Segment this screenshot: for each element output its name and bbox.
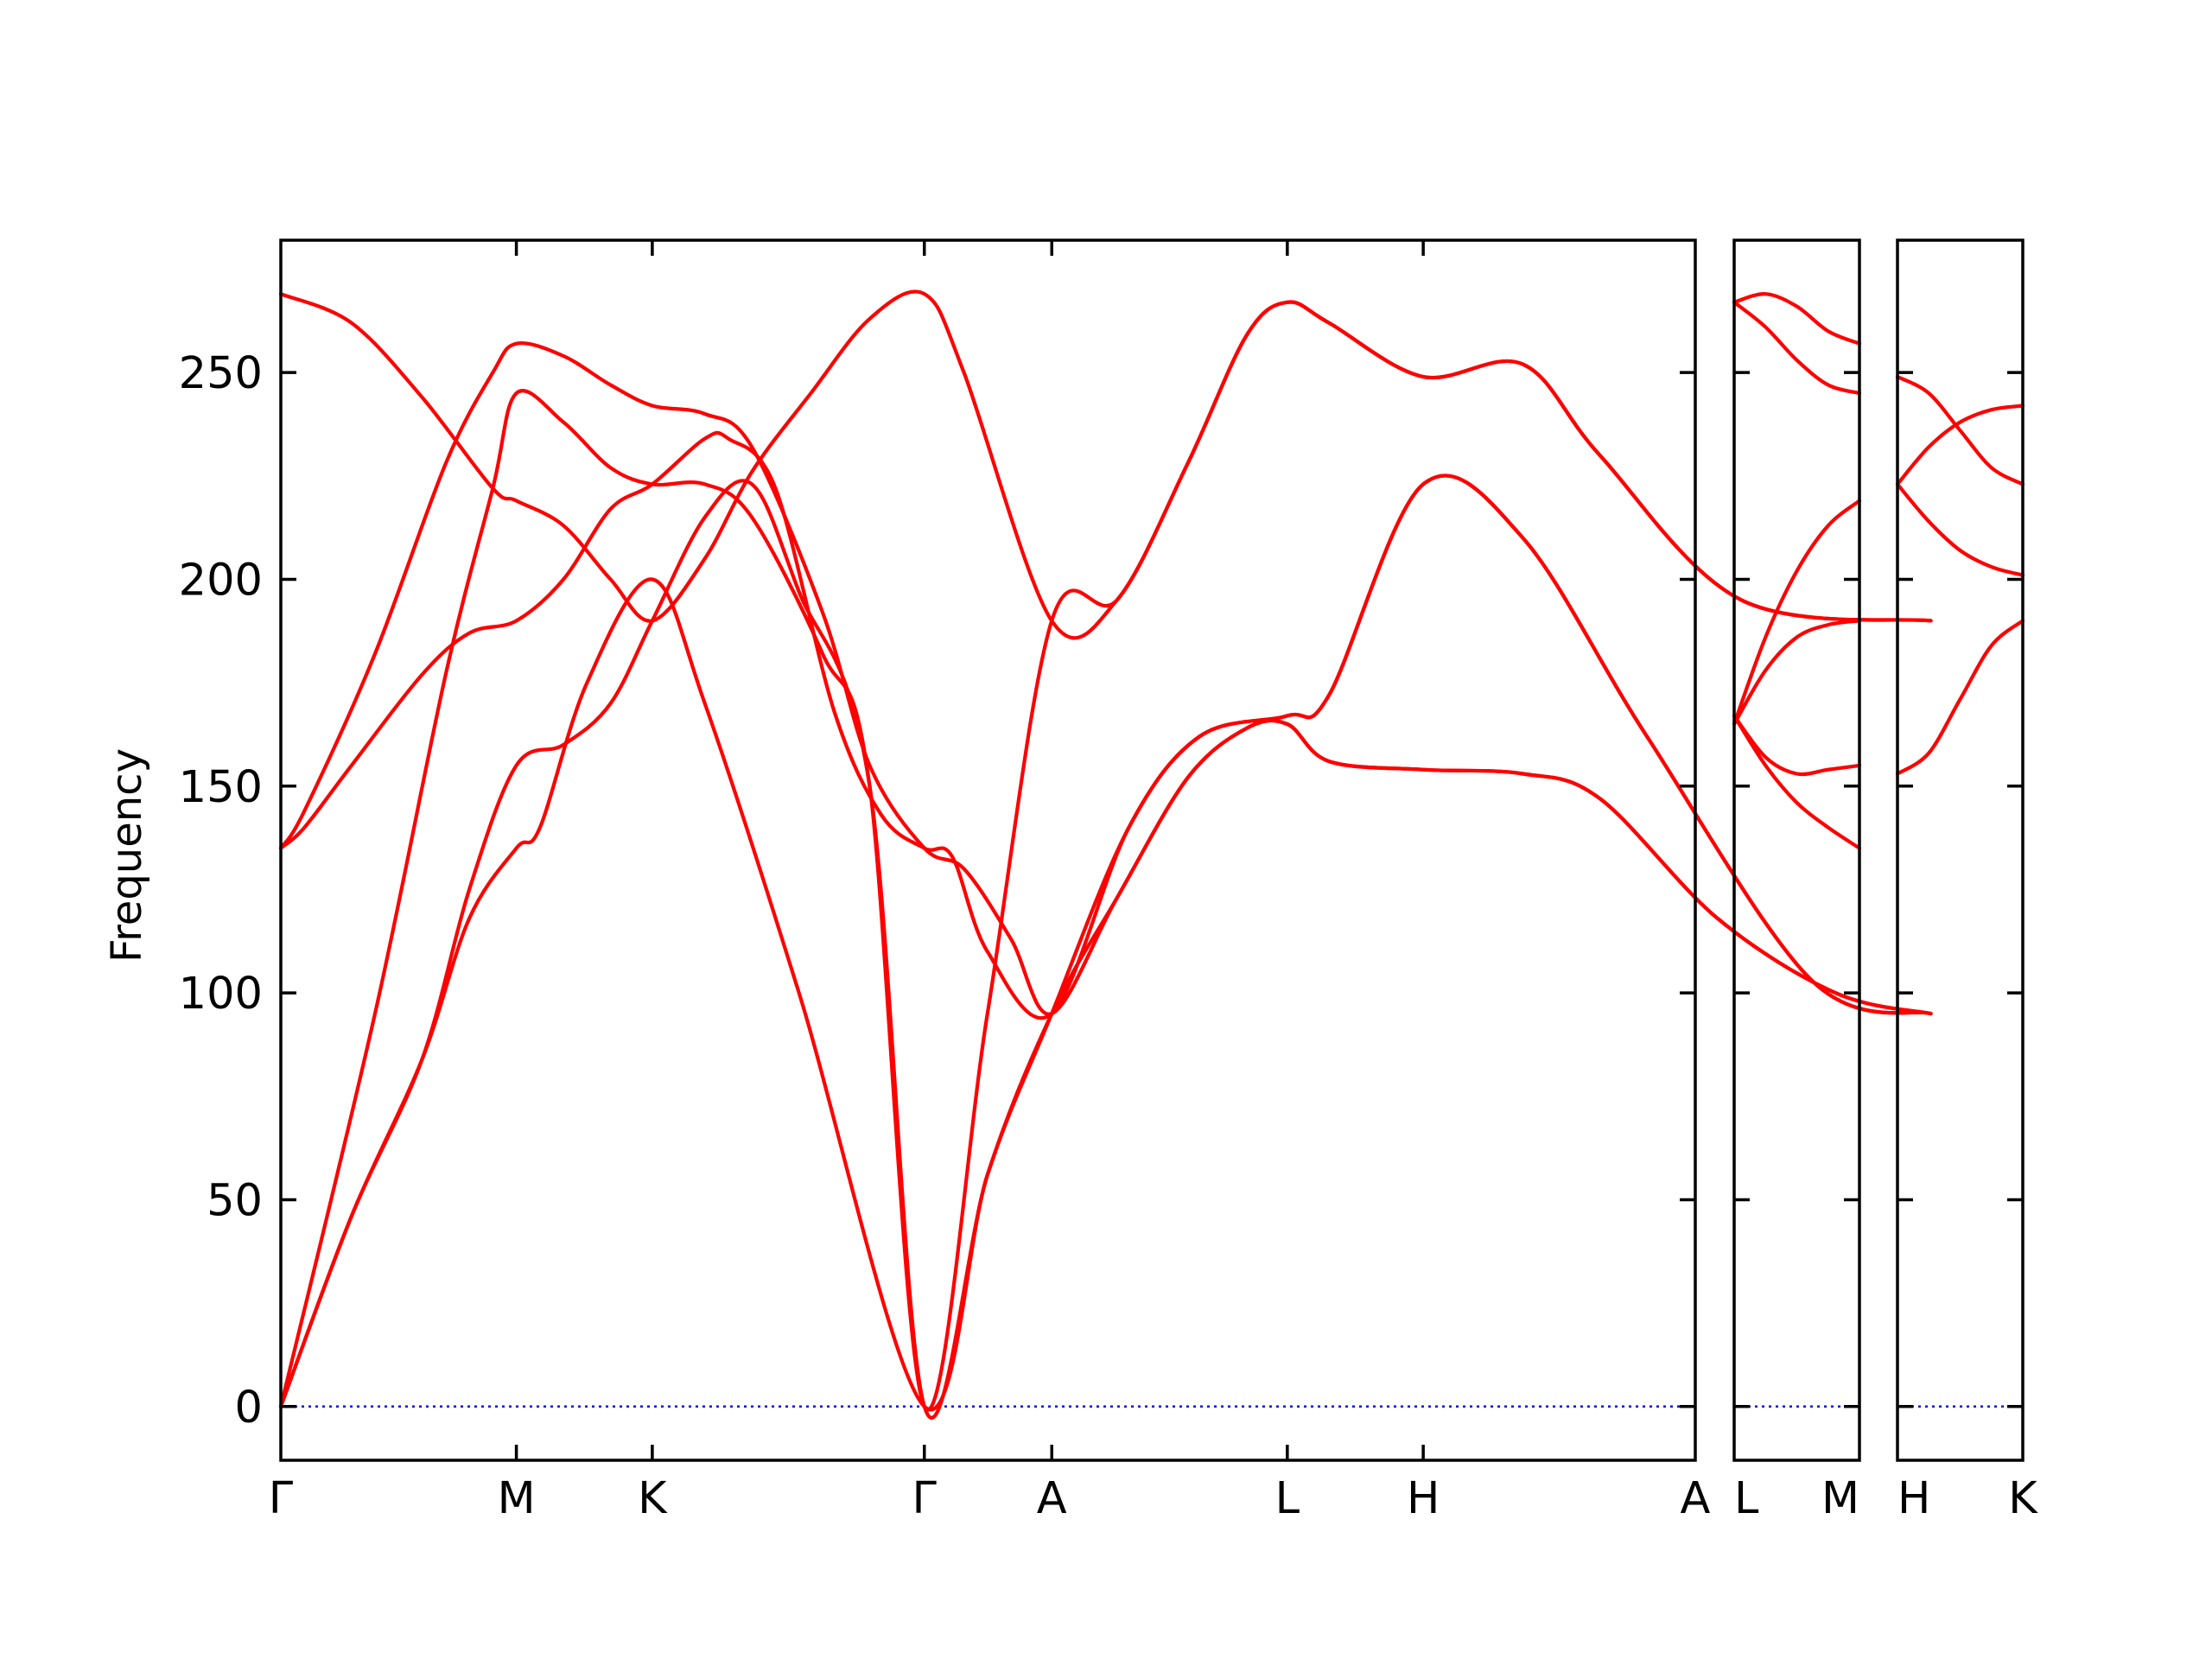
x-tick-label: K bbox=[2008, 1473, 2038, 1524]
band-line bbox=[1895, 482, 2025, 577]
band-line bbox=[1732, 499, 1862, 727]
band-line bbox=[1895, 404, 2025, 486]
band-line bbox=[278, 430, 1933, 1020]
x-tick-label: L bbox=[1275, 1473, 1300, 1524]
x-tick-label: A bbox=[1037, 1473, 1067, 1524]
band-line bbox=[1732, 714, 1862, 850]
y-tick-label: 0 bbox=[235, 1382, 263, 1433]
x-tick-label: K bbox=[638, 1473, 668, 1524]
band-line bbox=[278, 300, 1933, 1412]
panel-frame bbox=[279, 238, 1697, 1462]
y-axis-label: Frequency bbox=[103, 748, 151, 963]
band-line bbox=[1895, 374, 2025, 486]
y-tick-label: 150 bbox=[179, 762, 263, 813]
x-tick-label: H bbox=[1407, 1473, 1440, 1524]
band-line bbox=[278, 289, 1933, 640]
band-line bbox=[278, 474, 1933, 1420]
x-tick-label: Γ bbox=[269, 1473, 294, 1524]
x-tick-label: M bbox=[498, 1473, 536, 1524]
x-tick-label: H bbox=[1897, 1473, 1930, 1524]
band-line bbox=[1732, 714, 1862, 777]
y-tick-label: 100 bbox=[179, 969, 263, 1020]
panel-frame bbox=[1732, 238, 1861, 1462]
panel-frame bbox=[1896, 238, 2024, 1462]
band-line bbox=[1732, 292, 1862, 346]
band-line bbox=[278, 577, 1933, 1412]
y-tick-label: 200 bbox=[179, 555, 263, 606]
x-tick-label: A bbox=[1681, 1473, 1711, 1524]
x-tick-label: L bbox=[1734, 1473, 1759, 1524]
y-tick-label: 50 bbox=[207, 1175, 263, 1226]
y-tick-label: 250 bbox=[179, 348, 263, 399]
band-line bbox=[1732, 300, 1862, 396]
band-line bbox=[1895, 619, 2025, 776]
band-line bbox=[1732, 619, 1862, 727]
x-tick-label: M bbox=[1821, 1473, 1859, 1524]
x-tick-label: Γ bbox=[912, 1473, 938, 1524]
